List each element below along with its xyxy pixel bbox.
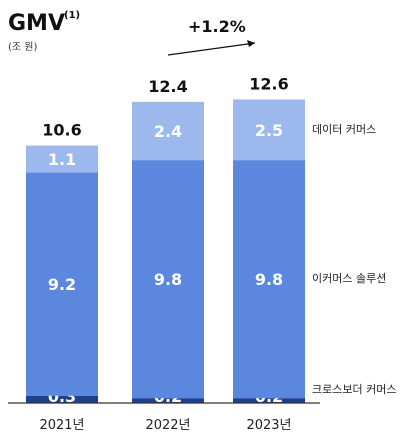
segment-value-label: 9.2 [48, 275, 76, 294]
legend-label-0: 크로스보더 커머스 [312, 383, 396, 396]
unit-label: (조 원) [8, 41, 37, 53]
segment-value-label: 1.1 [48, 150, 76, 169]
x-tick-label: 2021년 [39, 418, 84, 433]
bar-segment-1-1 [132, 160, 204, 399]
chart-title: GMV [8, 11, 65, 36]
title-footnote-marker: (1) [64, 10, 80, 21]
legend-label-1: 이커머스 솔루션 [312, 272, 386, 285]
legend-label-2: 데이터 커머스 [312, 123, 376, 136]
bar-segment-2-1 [132, 101, 204, 161]
segment-value-label: 9.8 [255, 270, 283, 289]
bar-segment-0-0 [26, 395, 98, 403]
bars-layer: 0.39.21.110.62021년0.29.82.412.42022년0.29… [26, 74, 396, 433]
total-value-label: 12.4 [148, 77, 187, 96]
growth-arrow-line [167, 42, 256, 56]
growth-label: +1.2% [188, 17, 246, 36]
bar-segment-1-2 [233, 160, 305, 399]
total-value-label: 12.6 [249, 74, 288, 93]
segment-value-label: 9.8 [154, 270, 182, 289]
total-value-label: 10.6 [42, 121, 81, 140]
bar-segment-0-2 [233, 398, 305, 403]
bar-segment-2-2 [233, 99, 305, 161]
x-tick-label: 2023년 [246, 418, 291, 433]
bar-segment-1-0 [26, 172, 98, 396]
bar-segment-2-0 [26, 145, 98, 173]
segment-value-label: 2.4 [154, 122, 182, 141]
growth-arrow-head-icon [247, 40, 255, 47]
segment-value-label: 2.5 [255, 121, 283, 140]
bar-segment-0-1 [132, 398, 204, 403]
x-tick-label: 2022년 [145, 418, 190, 433]
